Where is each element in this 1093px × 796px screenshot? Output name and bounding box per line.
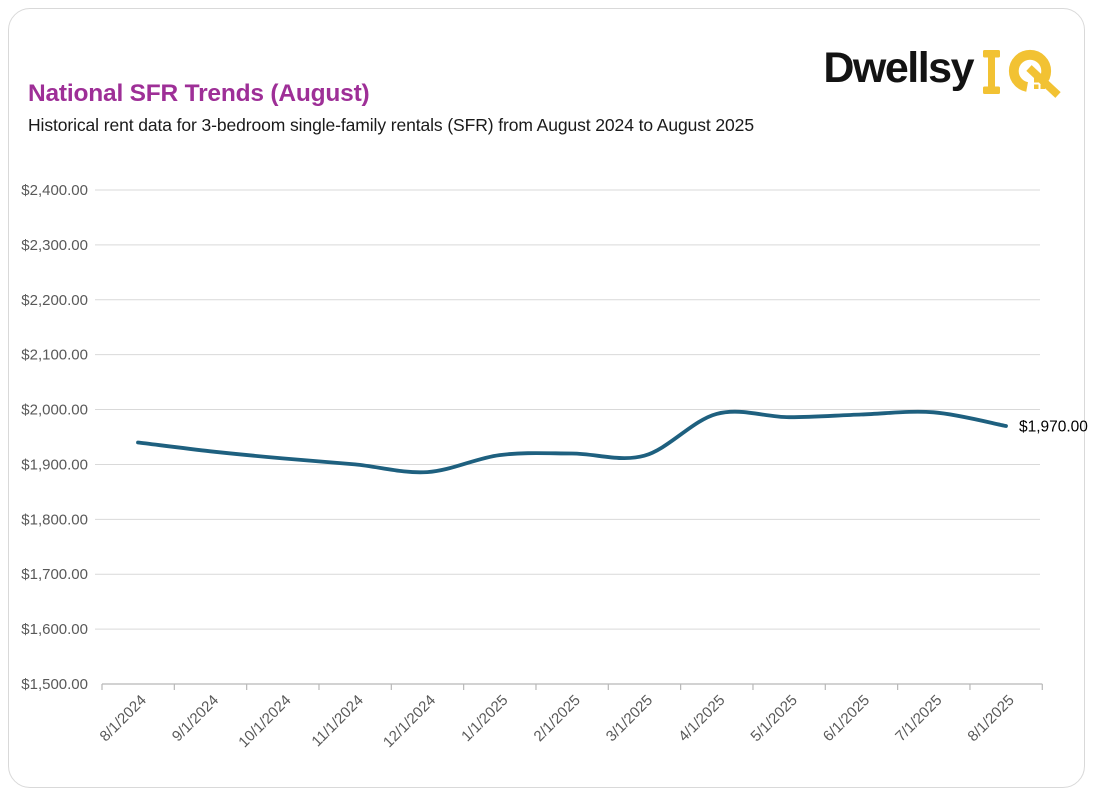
y-axis-label: $2,200.00 bbox=[21, 292, 88, 309]
x-axis-label: 2/1/2025 bbox=[530, 692, 583, 745]
x-axis-label: 8/1/2025 bbox=[964, 692, 1017, 745]
y-axis-label: $2,100.00 bbox=[21, 347, 88, 364]
y-axis-label: $1,700.00 bbox=[21, 566, 88, 583]
x-axis-label: 11/1/2024 bbox=[308, 692, 366, 750]
logo-wordmark: Dwellsy bbox=[823, 44, 974, 92]
dwellsy-iq-logo: Dwellsy bbox=[823, 44, 1070, 115]
x-axis-label: 8/1/2024 bbox=[97, 692, 150, 745]
x-axis-label: 5/1/2025 bbox=[747, 692, 800, 745]
x-axis-label: 1/1/2025 bbox=[458, 692, 511, 745]
logo-letter-q-house bbox=[1008, 49, 1070, 115]
logo-iq-icon bbox=[983, 44, 1070, 115]
end-data-label: $1,970.00 bbox=[1019, 419, 1088, 436]
y-axis-label: $1,600.00 bbox=[21, 621, 88, 638]
page-title: National SFR Trends (August) bbox=[28, 80, 370, 107]
y-axis-label: $1,500.00 bbox=[21, 676, 88, 693]
x-axis-label: 3/1/2025 bbox=[603, 692, 656, 745]
x-axis-label: 6/1/2025 bbox=[820, 692, 873, 745]
page-subtitle: Historical rent data for 3-bedroom singl… bbox=[28, 115, 754, 135]
x-axis-label: 7/1/2025 bbox=[892, 692, 945, 745]
chart-card bbox=[8, 8, 1085, 788]
x-axis-label: 12/1/2024 bbox=[380, 692, 439, 751]
chart-header: National SFR Trends (August) Historical … bbox=[28, 80, 754, 136]
iq-monogram-icon bbox=[983, 49, 1070, 115]
y-axis-label: $2,400.00 bbox=[21, 182, 88, 199]
y-axis-label: $1,900.00 bbox=[21, 456, 88, 473]
y-axis-label: $2,300.00 bbox=[21, 237, 88, 254]
logo-letter-i bbox=[983, 50, 1000, 94]
x-axis-label: 10/1/2024 bbox=[235, 692, 294, 751]
y-axis-label: $2,000.00 bbox=[21, 402, 88, 419]
rent-trend-line bbox=[136, 409, 1008, 475]
x-axis-label: 9/1/2024 bbox=[169, 692, 222, 745]
y-axis-label: $1,800.00 bbox=[21, 511, 88, 528]
x-axis-label: 4/1/2025 bbox=[675, 692, 728, 745]
